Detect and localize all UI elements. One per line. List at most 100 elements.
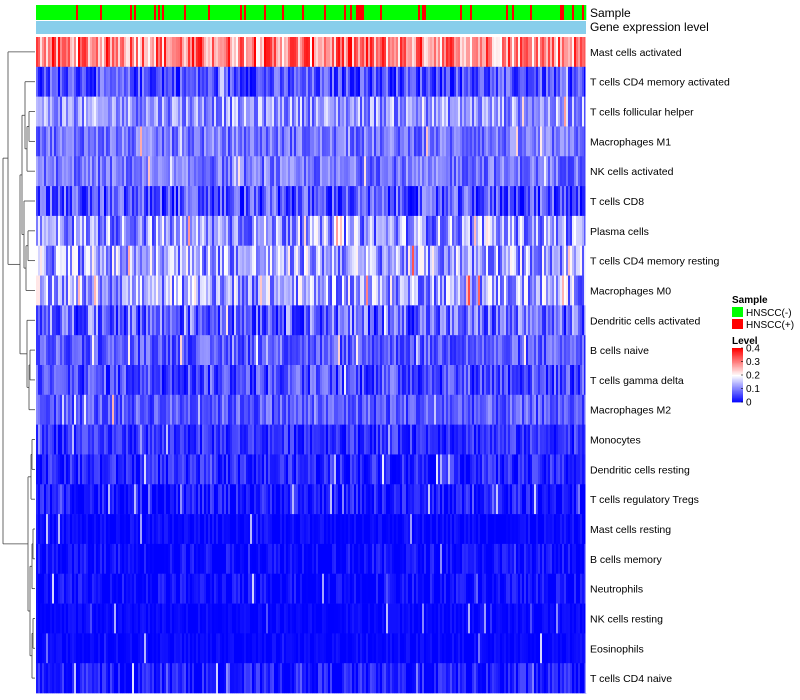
- heatmap-cell: [230, 275, 233, 306]
- heatmap-cell: [256, 275, 259, 306]
- heatmap-cell: [336, 305, 339, 336]
- heatmap-cell: [74, 66, 77, 97]
- heatmap-cell: [348, 394, 351, 425]
- heatmap-cell: [572, 514, 575, 545]
- heatmap-cell: [96, 186, 99, 217]
- heatmap-cell: [40, 96, 43, 127]
- heatmap-cell: [308, 66, 311, 97]
- heatmap-cell: [356, 245, 359, 276]
- heatmap-cell: [310, 96, 313, 127]
- heatmap-cell: [400, 37, 403, 68]
- heatmap-cell: [574, 365, 577, 396]
- heatmap-cell: [524, 245, 527, 276]
- heatmap-cell: [332, 514, 335, 545]
- sample-track-cell: [494, 5, 497, 20]
- heatmap-cell: [190, 66, 193, 97]
- heatmap-cell: [120, 484, 123, 515]
- heatmap-cell: [502, 37, 505, 68]
- heatmap-cell: [502, 484, 505, 515]
- heatmap-cell: [36, 454, 39, 485]
- heatmap-cell: [260, 186, 263, 217]
- heatmap-row: [36, 424, 587, 455]
- heatmap-cell: [574, 484, 577, 515]
- heatmap-cell: [140, 215, 143, 247]
- heatmap-cell: [276, 245, 279, 276]
- heatmap-cell: [244, 305, 247, 336]
- heatmap-cell: [54, 186, 57, 217]
- heatmap-cell: [386, 305, 389, 336]
- sample-track-cell: [190, 5, 193, 20]
- heatmap-cell: [252, 215, 255, 247]
- heatmap-cell: [580, 484, 583, 515]
- heatmap-cell: [362, 156, 365, 187]
- heatmap-cell: [568, 305, 571, 336]
- heatmap-cell: [510, 365, 513, 396]
- sample-track-cell: [172, 5, 175, 20]
- heatmap-cell: [140, 66, 143, 97]
- heatmap-cell: [278, 305, 281, 336]
- heatmap-cell: [496, 215, 499, 247]
- heatmap-cell: [348, 424, 351, 455]
- heatmap-cell: [394, 186, 397, 217]
- heatmap-cell: [208, 365, 211, 396]
- heatmap-cell: [566, 37, 569, 68]
- heatmap-cell: [504, 365, 507, 396]
- heatmap-cell: [180, 394, 183, 425]
- heatmap-cell: [262, 365, 265, 396]
- heatmap-cell: [50, 305, 53, 336]
- heatmap-cell: [532, 66, 535, 97]
- sample-track-cell: [372, 5, 375, 20]
- heatmap-cell: [300, 514, 303, 545]
- heatmap-cell: [484, 305, 487, 336]
- heatmap-cell: [200, 126, 203, 157]
- heatmap-cell: [456, 484, 459, 515]
- heatmap-cell: [406, 335, 409, 366]
- heatmap-cell: [476, 37, 479, 68]
- heatmap-cell: [480, 37, 483, 68]
- heatmap-cell: [320, 215, 323, 247]
- heatmap-cell: [300, 394, 303, 425]
- heatmap-cell: [260, 484, 263, 515]
- heatmap-cell: [568, 335, 571, 366]
- heatmap-cell: [310, 126, 313, 157]
- heatmap-cell: [164, 484, 167, 515]
- heatmap-cell: [242, 365, 245, 396]
- heatmap-cell: [548, 66, 551, 97]
- heatmap-cell: [102, 215, 105, 247]
- heatmap-cell: [436, 365, 439, 396]
- heatmap-cell: [38, 365, 41, 396]
- heatmap-cell: [384, 126, 387, 157]
- heatmap-cell: [560, 37, 563, 68]
- heatmap-cell: [306, 37, 309, 68]
- heatmap-cell: [42, 514, 45, 545]
- heatmap-cell: [330, 305, 333, 336]
- heatmap-cell: [198, 245, 201, 276]
- heatmap-cell: [268, 156, 271, 187]
- heatmap-cell: [348, 365, 351, 396]
- heatmap-cell: [220, 66, 223, 97]
- heatmap-cell: [568, 37, 571, 68]
- heatmap-cell: [120, 335, 123, 366]
- heatmap-cell: [206, 156, 209, 187]
- heatmap-cell: [134, 37, 137, 68]
- heatmap-cell: [464, 365, 467, 396]
- heatmap-cell: [238, 156, 241, 187]
- heatmap-cell: [438, 66, 441, 97]
- heatmap-cell: [362, 394, 365, 425]
- heatmap-cell: [294, 245, 297, 276]
- heatmap-cell: [524, 37, 527, 68]
- heatmap-cell: [454, 514, 457, 545]
- heatmap-cell: [48, 126, 51, 157]
- heatmap-cell: [498, 215, 501, 247]
- heatmap-cell: [276, 365, 279, 396]
- sample-track-cell: [386, 5, 389, 20]
- heatmap-cell: [68, 245, 71, 276]
- heatmap-cell: [106, 186, 109, 217]
- heatmap-cell: [260, 215, 263, 247]
- heatmap-cell: [118, 484, 121, 515]
- heatmap-cell: [410, 96, 413, 127]
- heatmap-cell: [246, 37, 249, 68]
- sample-track-cell: [92, 5, 95, 20]
- heatmap-cell: [462, 305, 465, 336]
- heatmap-cell: [434, 394, 437, 425]
